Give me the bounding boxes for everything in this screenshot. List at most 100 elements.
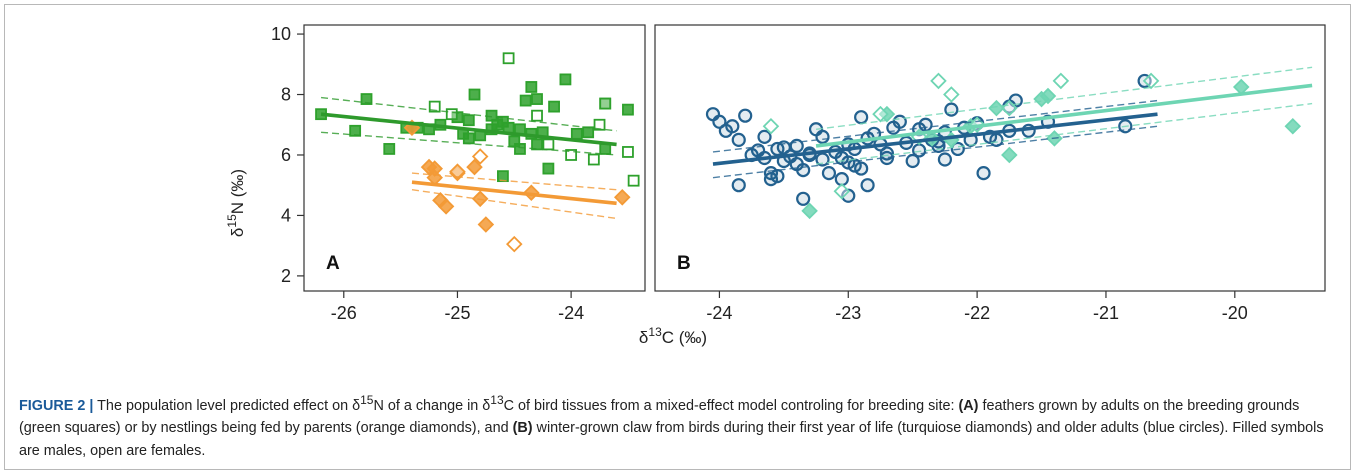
data-point-square	[519, 94, 532, 107]
panel-b: -24 -23 -22 -21 -20 B	[654, 24, 1326, 323]
fit-ci-upper	[712, 99, 1158, 153]
data-point-diamond	[471, 148, 489, 165]
y-tick-label: 6	[281, 145, 291, 165]
data-point-square	[531, 138, 543, 151]
fit-ci-upper	[320, 96, 617, 132]
fit-ci-lower	[411, 189, 617, 220]
x-axis-label: δ13C (‰)	[639, 325, 707, 347]
data-point-circle	[731, 178, 746, 193]
data-point-circle	[944, 102, 959, 117]
x-tick-label: -24	[558, 303, 584, 323]
fit-line	[712, 112, 1158, 166]
data-point-square	[349, 124, 362, 137]
data-point-diamond	[477, 216, 495, 233]
caption-bold-b: (B)	[512, 420, 533, 437]
x-tick-label: -24	[706, 303, 732, 323]
data-point-circle	[821, 166, 837, 181]
data-point-circle	[892, 114, 907, 129]
data-point-circle	[770, 169, 785, 184]
data-point-diamond	[449, 163, 466, 180]
fit-line	[411, 180, 617, 206]
data-point-circle	[796, 191, 811, 206]
caption-text-1: The population level predicted effect on…	[93, 397, 361, 414]
data-point-circle	[738, 108, 753, 123]
data-point-diamond	[613, 189, 631, 206]
data-point-square	[531, 93, 543, 105]
caption-bold-a: (A)	[958, 397, 979, 414]
data-point-square	[582, 126, 595, 139]
data-point-square	[542, 138, 555, 151]
fit-line	[815, 83, 1313, 148]
data-point-diamond	[872, 105, 889, 123]
fit-ci-upper	[411, 172, 617, 191]
caption-text-5: winter-grown claw from birds during thei…	[19, 420, 1324, 459]
data-point-square	[627, 174, 640, 187]
data-point-square	[531, 109, 543, 122]
data-point-square	[587, 153, 600, 166]
data-point-circle	[860, 178, 875, 193]
caption-text-3: C of bird tissues from a mixed-effect mo…	[503, 397, 959, 414]
data-point-diamond	[988, 99, 1005, 117]
data-point-diamond	[762, 117, 780, 135]
data-point-diamond	[930, 72, 947, 90]
data-point-circle	[731, 132, 746, 147]
data-point-diamond	[1142, 72, 1160, 90]
data-point-square	[383, 143, 396, 155]
panel-a: -26 -25 -24 2 4 6 8 10 A	[271, 24, 646, 323]
data-point-circle	[854, 161, 869, 176]
data-point-square	[593, 118, 606, 131]
data-point-diamond	[943, 86, 960, 103]
x-tick-label: -25	[444, 303, 470, 323]
data-point-square	[428, 100, 441, 113]
data-point-square	[622, 103, 634, 116]
data-point-diamond	[1284, 117, 1302, 135]
data-point-circle	[976, 166, 991, 181]
data-point-square	[599, 143, 612, 155]
data-point-circle	[937, 152, 953, 167]
caption-text-2: N of a change in δ	[373, 397, 491, 414]
plot-area-border	[654, 24, 1326, 292]
data-point-diamond	[1001, 146, 1018, 164]
fit-ci-lower	[815, 102, 1313, 165]
y-axis-label: δ15N (‰)	[225, 169, 247, 237]
data-point-diamond	[1052, 72, 1070, 90]
data-point-square	[468, 88, 481, 101]
data-point-circle	[796, 162, 811, 178]
data-point-square	[565, 149, 578, 161]
x-tick-label: -26	[331, 303, 357, 323]
caption-text-4: feathers grown by adults on the breeding…	[19, 397, 1300, 437]
x-tick-label: -23	[835, 303, 861, 323]
data-point-square	[497, 170, 509, 183]
data-point-square	[514, 143, 526, 155]
data-point-diamond	[801, 202, 818, 220]
data-point-circle	[725, 119, 740, 134]
data-point-square	[622, 146, 634, 158]
data-point-square	[570, 127, 583, 140]
data-point-square	[502, 52, 515, 65]
fit-line	[320, 112, 617, 147]
data-point-square	[599, 97, 612, 110]
data-point-diamond	[437, 198, 455, 215]
data-point-square	[559, 73, 572, 86]
data-point-diamond	[833, 182, 851, 200]
y-tick-label: 8	[281, 85, 291, 105]
x-tick-label: -21	[1093, 303, 1119, 323]
data-point-circle	[854, 110, 869, 125]
data-point-square	[525, 81, 538, 93]
data-point-circle	[770, 141, 785, 157]
y-tick-label: 2	[281, 266, 291, 286]
x-tick-label: -22	[964, 303, 990, 323]
data-point-circle	[757, 129, 772, 144]
panel-label: B	[677, 253, 691, 274]
data-point-square	[462, 132, 475, 145]
data-point-square	[462, 114, 475, 127]
y-tick-label: 10	[271, 24, 291, 44]
x-tick-label: -20	[1222, 303, 1248, 323]
figure-plot: -26 -25 -24 2 4 6 8 10 A -24 -23 -22 -21 -20 B δ15N (…	[225, 24, 1326, 347]
fit-ci-upper	[815, 66, 1313, 130]
data-point-diamond	[466, 158, 483, 176]
figure-frame: -26 -25 -24 2 4 6 8 10 A -24 -23 -22 -21 -20 B δ15N (…	[4, 4, 1351, 470]
plot-area-border	[303, 24, 646, 292]
data-point-diamond	[506, 235, 523, 253]
data-point-square	[548, 100, 560, 113]
